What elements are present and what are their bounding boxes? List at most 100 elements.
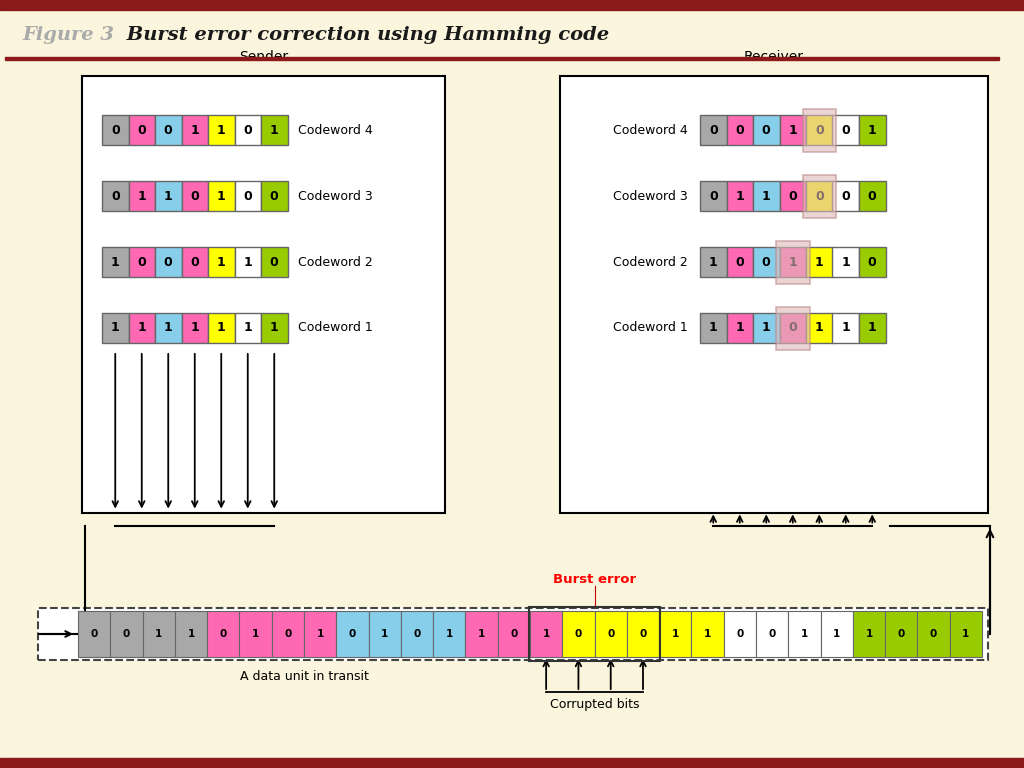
Bar: [498, 611, 530, 657]
Bar: [128, 313, 155, 343]
Text: 0: 0: [607, 629, 614, 639]
Bar: [0, 0, 1024, 10]
Bar: [433, 611, 466, 657]
Bar: [529, 607, 660, 661]
Bar: [208, 247, 234, 277]
Text: 1: 1: [217, 256, 225, 269]
Text: 0: 0: [930, 629, 937, 639]
Bar: [726, 247, 753, 277]
Text: 1: 1: [842, 322, 850, 335]
Text: 1: 1: [815, 256, 823, 269]
Bar: [175, 611, 207, 657]
Text: 0: 0: [868, 256, 877, 269]
Text: 0: 0: [349, 629, 356, 639]
Bar: [918, 611, 949, 657]
Text: Codeword 4: Codeword 4: [613, 124, 688, 137]
Bar: [234, 247, 261, 277]
Text: 0: 0: [270, 190, 279, 203]
Text: 0: 0: [510, 629, 517, 639]
Bar: [779, 181, 806, 211]
Bar: [776, 240, 810, 283]
Text: 1: 1: [270, 322, 279, 335]
Text: 0: 0: [762, 256, 771, 269]
Text: 1: 1: [762, 322, 771, 335]
Bar: [627, 611, 659, 657]
Text: 0: 0: [111, 124, 120, 137]
Text: 0: 0: [762, 124, 771, 137]
Bar: [779, 247, 806, 277]
Text: 1: 1: [252, 629, 259, 639]
Bar: [806, 181, 833, 211]
Bar: [369, 611, 400, 657]
Text: Sender: Sender: [239, 50, 288, 64]
Text: 1: 1: [963, 629, 970, 639]
Bar: [271, 611, 304, 657]
Text: Codeword 1: Codeword 1: [298, 322, 373, 335]
Text: 0: 0: [788, 322, 797, 335]
Text: 0: 0: [842, 124, 850, 137]
Bar: [155, 115, 181, 145]
Text: 1: 1: [834, 629, 841, 639]
Text: 1: 1: [217, 322, 225, 335]
Bar: [208, 181, 234, 211]
Bar: [753, 181, 779, 211]
Bar: [261, 115, 288, 145]
Text: 0: 0: [90, 629, 97, 639]
Text: 1: 1: [137, 190, 146, 203]
Text: 0: 0: [164, 256, 173, 269]
Text: 1: 1: [137, 322, 146, 335]
Bar: [779, 313, 806, 343]
Text: 1: 1: [270, 124, 279, 137]
Bar: [336, 611, 369, 657]
Text: 0: 0: [137, 256, 146, 269]
Bar: [700, 181, 726, 211]
Bar: [128, 181, 155, 211]
Bar: [530, 611, 562, 657]
Bar: [833, 115, 859, 145]
Text: 1: 1: [788, 124, 797, 137]
Text: A data unit in transit: A data unit in transit: [240, 670, 369, 683]
Text: 0: 0: [111, 190, 120, 203]
Text: 0: 0: [639, 629, 646, 639]
Bar: [806, 313, 833, 343]
Text: 0: 0: [736, 629, 743, 639]
Text: Receiver: Receiver: [744, 50, 804, 64]
Bar: [859, 247, 886, 277]
Bar: [82, 76, 445, 513]
Bar: [261, 181, 288, 211]
Text: 1: 1: [735, 190, 744, 203]
Bar: [776, 306, 810, 349]
Bar: [788, 611, 820, 657]
Bar: [833, 247, 859, 277]
Bar: [208, 115, 234, 145]
Text: 0: 0: [709, 190, 718, 203]
Bar: [753, 313, 779, 343]
Text: 0: 0: [414, 629, 421, 639]
Bar: [181, 181, 208, 211]
Bar: [779, 115, 806, 145]
Bar: [102, 247, 128, 277]
Text: 0: 0: [164, 124, 173, 137]
Bar: [833, 181, 859, 211]
Bar: [753, 247, 779, 277]
Bar: [859, 181, 886, 211]
Text: 0: 0: [244, 190, 252, 203]
Bar: [562, 611, 595, 657]
Text: 1: 1: [111, 322, 120, 335]
Bar: [0, 758, 1024, 768]
Text: 1: 1: [842, 256, 850, 269]
Bar: [726, 115, 753, 145]
Bar: [724, 611, 756, 657]
Text: 0: 0: [244, 124, 252, 137]
Bar: [803, 108, 836, 151]
Text: Burst error: Burst error: [553, 573, 636, 586]
Bar: [853, 611, 885, 657]
Text: 1: 1: [244, 256, 252, 269]
Bar: [234, 313, 261, 343]
Text: 1: 1: [868, 124, 877, 137]
Bar: [155, 313, 181, 343]
Bar: [803, 174, 836, 217]
Bar: [102, 181, 128, 211]
Bar: [700, 247, 726, 277]
Bar: [726, 181, 753, 211]
